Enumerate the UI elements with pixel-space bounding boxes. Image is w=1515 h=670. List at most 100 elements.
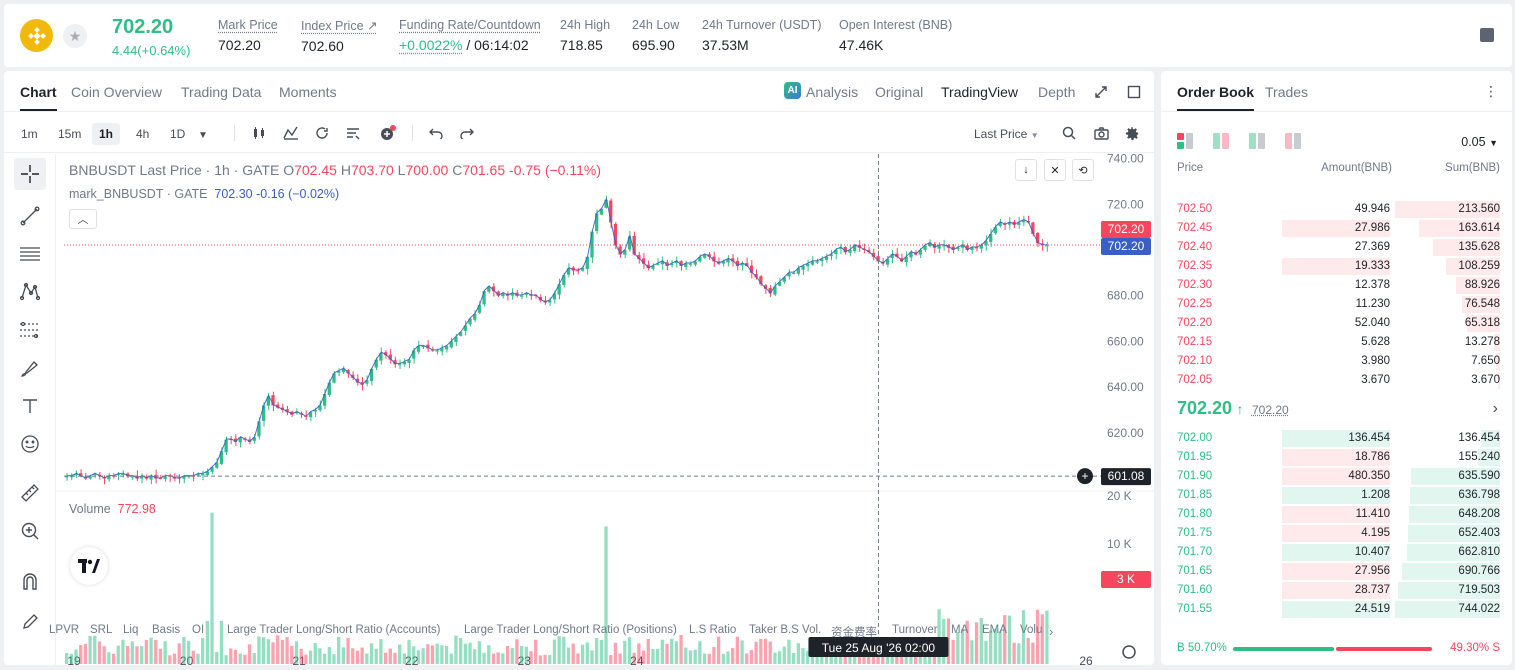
view-both-icon[interactable] bbox=[1177, 133, 1193, 149]
tips-next-icon[interactable]: › bbox=[1049, 624, 1054, 639]
reset-chart-icon[interactable]: ⟲ bbox=[1072, 159, 1094, 181]
undo-icon[interactable] bbox=[427, 124, 445, 142]
open-interest-label: Open Interest (BNB) bbox=[839, 18, 953, 32]
tradingview-logo-icon[interactable] bbox=[70, 547, 108, 585]
ask-row[interactable]: 702.50 49.946 213.560 bbox=[1161, 200, 1512, 219]
timeframe-1d[interactable]: 1D bbox=[170, 127, 186, 141]
view-bids-icon[interactable] bbox=[1213, 133, 1229, 149]
tip-srl[interactable]: SRL bbox=[90, 624, 113, 636]
ask-row[interactable]: 702.15 5.628 13.278 bbox=[1161, 333, 1512, 352]
fullscreen-icon[interactable] bbox=[1125, 83, 1143, 101]
bid-row[interactable]: 701.95 18.786 155.240 bbox=[1161, 448, 1512, 467]
bid-row[interactable]: 701.70 10.407 662.810 bbox=[1161, 543, 1512, 562]
tab-coin-overview[interactable]: Coin Overview bbox=[71, 84, 163, 100]
bid-row[interactable]: 701.55 24.519 744.022 bbox=[1161, 600, 1512, 619]
bid-row[interactable]: 701.65 27.956 690.766 bbox=[1161, 562, 1512, 581]
ruler-tool-icon[interactable] bbox=[14, 477, 46, 509]
tip-ls-ratio[interactable]: L.S Ratio bbox=[689, 624, 737, 636]
trendline-tool-icon[interactable] bbox=[14, 200, 46, 232]
bid-row[interactable]: 701.75 4.195 652.403 bbox=[1161, 524, 1512, 543]
ask-row[interactable]: 702.25 11.230 76.548 bbox=[1161, 295, 1512, 314]
collapse-legend-icon[interactable]: ︿ bbox=[69, 209, 97, 229]
candle-body bbox=[806, 263, 810, 267]
timeframe-4h[interactable]: 4h bbox=[136, 127, 150, 141]
timeframe-1h[interactable]: 1h bbox=[92, 123, 121, 145]
camera-icon[interactable] bbox=[1092, 124, 1110, 142]
ask-row[interactable]: 702.10 3.980 7.650 bbox=[1161, 352, 1512, 371]
tab-order-book[interactable]: Order Book bbox=[1177, 84, 1255, 111]
precision-select[interactable]: 0.05 ▼ bbox=[1461, 135, 1498, 149]
tip-ltlsr-positions[interactable]: Large Trader Long/Short Ratio (Positions… bbox=[464, 624, 677, 636]
magnet-tool-icon[interactable] bbox=[14, 565, 46, 597]
tip-turnover[interactable]: Turnover bbox=[892, 624, 938, 636]
redo-icon[interactable] bbox=[458, 124, 476, 142]
candle-body bbox=[820, 259, 824, 262]
view-depth[interactable]: Depth bbox=[1038, 84, 1076, 100]
zoom-in-tool-icon[interactable] bbox=[14, 515, 46, 547]
scroll-down-icon[interactable]: ↓ bbox=[1015, 159, 1037, 181]
more-options-icon[interactable]: ⋮ bbox=[1484, 83, 1498, 99]
funding-rate-stat[interactable]: Funding Rate/Countdown +0.0022% / 06:14:… bbox=[399, 18, 541, 53]
view-asks-icon[interactable] bbox=[1249, 133, 1265, 149]
index-price-stat[interactable]: Index Price ↗ 702.60 bbox=[301, 18, 377, 54]
bid-row[interactable]: 701.60 28.737 719.503 bbox=[1161, 581, 1512, 600]
timeframe-dropdown-icon[interactable]: ▼ bbox=[198, 129, 208, 141]
ask-row[interactable]: 702.35 19.333 108.259 bbox=[1161, 257, 1512, 276]
tip-ma[interactable]: MA bbox=[951, 624, 969, 636]
tip-volume[interactable]: Volu bbox=[1020, 624, 1043, 636]
crosshair-tool-icon[interactable] bbox=[14, 158, 46, 190]
view-original[interactable]: Original bbox=[875, 84, 924, 100]
tip-taker-bs-vol[interactable]: Taker B.S Vol. bbox=[749, 624, 822, 636]
ask-row[interactable]: 702.40 27.369 135.628 bbox=[1161, 238, 1512, 257]
brush-tool-icon[interactable] bbox=[14, 352, 46, 384]
view-analysis[interactable]: Analysis bbox=[806, 84, 859, 100]
emoji-tool-icon[interactable] bbox=[14, 428, 46, 460]
replay-icon[interactable] bbox=[313, 124, 331, 142]
tip-basis[interactable]: Basis bbox=[152, 624, 181, 636]
ask-row[interactable]: 702.05 3.670 3.670 bbox=[1161, 371, 1512, 390]
tab-trades[interactable]: Trades bbox=[1265, 84, 1309, 100]
volume-bar bbox=[247, 644, 252, 664]
horizontal-lines-tool-icon[interactable] bbox=[14, 238, 46, 270]
tip-funding-rate[interactable]: 资金费率 bbox=[831, 627, 877, 639]
price-type-select[interactable]: Last Price ▼ bbox=[974, 127, 1039, 141]
tab-trading-data[interactable]: Trading Data bbox=[181, 84, 262, 100]
templates-icon[interactable] bbox=[344, 124, 362, 142]
search-icon[interactable] bbox=[1060, 124, 1078, 142]
text-tool-icon[interactable] bbox=[14, 390, 46, 422]
settings-gear-icon[interactable] bbox=[1123, 124, 1141, 142]
pencil-lock-tool-icon[interactable] bbox=[14, 606, 46, 638]
volume-bar bbox=[646, 638, 650, 664]
view-sells-icon[interactable] bbox=[1285, 133, 1301, 149]
view-tradingview[interactable]: TradingView bbox=[941, 84, 1019, 100]
close-chart-icon[interactable]: ✕ bbox=[1044, 159, 1066, 181]
bid-row[interactable]: 701.85 1.208 636.798 bbox=[1161, 486, 1512, 505]
tip-oi[interactable]: OI bbox=[192, 624, 205, 636]
candle-type-icon[interactable] bbox=[251, 124, 269, 142]
tip-ltlsr-accounts[interactable]: Large Trader Long/Short Ratio (Accounts) bbox=[227, 624, 441, 636]
bid-row[interactable]: 702.00 136.454 136.454 bbox=[1161, 429, 1512, 448]
expand-icon[interactable] bbox=[1092, 83, 1110, 101]
tip-liq[interactable]: Liq bbox=[123, 624, 139, 636]
tab-moments[interactable]: Moments bbox=[279, 84, 337, 100]
volume-bar bbox=[322, 653, 327, 664]
timeframe-1m[interactable]: 1m bbox=[21, 127, 38, 141]
bid-row[interactable]: 701.80 11.410 648.208 bbox=[1161, 505, 1512, 524]
indicators-icon[interactable] bbox=[282, 124, 300, 142]
ask-row[interactable]: 702.45 27.986 163.614 bbox=[1161, 219, 1512, 238]
book-icon[interactable] bbox=[1480, 28, 1494, 42]
tab-chart[interactable]: Chart bbox=[20, 84, 57, 111]
favorite-star-icon[interactable]: ★ bbox=[63, 24, 87, 48]
pattern-tool-icon[interactable] bbox=[14, 276, 46, 308]
fib-tool-icon[interactable] bbox=[14, 314, 46, 346]
bid-row[interactable]: 701.90 480.350 635.590 bbox=[1161, 467, 1512, 486]
ask-row[interactable]: 702.30 12.378 88.926 bbox=[1161, 276, 1512, 295]
timeframe-15m[interactable]: 15m bbox=[58, 127, 82, 141]
ask-row[interactable]: 702.20 52.040 65.318 bbox=[1161, 314, 1512, 333]
mark-price-stat[interactable]: Mark Price 702.20 bbox=[218, 18, 278, 53]
tip-ema[interactable]: EMA bbox=[982, 624, 1007, 636]
add-indicator-icon[interactable] bbox=[379, 124, 397, 142]
tip-lpvr[interactable]: LPVR bbox=[49, 624, 80, 636]
price-chart[interactable]: 740.00 720.00 700.00 680.00 660.00 640.00 620.… bbox=[56, 154, 1154, 665]
chevron-right-icon[interactable]: › bbox=[1492, 400, 1498, 417]
